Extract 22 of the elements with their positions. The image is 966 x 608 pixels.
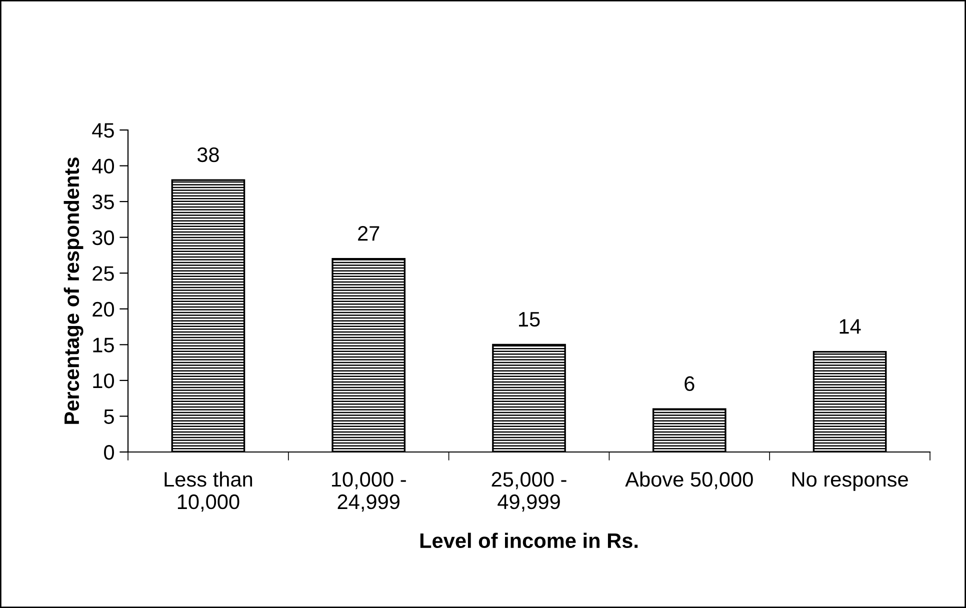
x-tick-label: No response [792, 472, 908, 491]
x-tick-label: 10,000 - 24,999 [332, 472, 406, 512]
data-label: 38 [197, 147, 219, 162]
y-axis-title: Percentage of respondents [64, 158, 84, 424]
data-label: 15 [519, 312, 540, 327]
data-label: 14 [840, 319, 861, 334]
y-tick-label: 45 [92, 123, 114, 138]
y-tick-label: 40 [92, 158, 114, 174]
y-tick-label: 20 [92, 302, 114, 317]
x-axis-title: Level of income in Rs. [420, 532, 638, 548]
data-label: 27 [358, 226, 380, 241]
y-tick-label: 30 [92, 230, 114, 246]
y-tick-label: 5 [104, 409, 114, 424]
x-tick-label: Above 50,000 [625, 471, 753, 490]
y-tick-label: 0 [104, 445, 114, 460]
y-tick-label: 25 [92, 266, 114, 281]
data-label: 6 [684, 376, 694, 392]
x-tick-label: 25,000 - 49,999 [492, 472, 566, 512]
x-tick-label: Less than 10,000 [164, 471, 252, 512]
y-tick-label: 10 [93, 373, 114, 388]
y-tick-label: 35 [92, 194, 114, 210]
y-tick-label: 15 [93, 338, 114, 352]
